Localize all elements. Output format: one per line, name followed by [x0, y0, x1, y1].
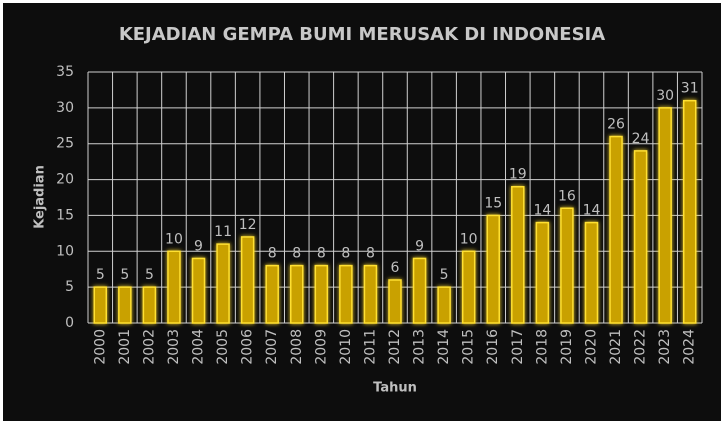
data-label: 24 — [632, 131, 650, 147]
data-label: 5 — [440, 267, 449, 283]
x-tick-label: 2021 — [608, 329, 624, 365]
data-label: 5 — [120, 267, 129, 283]
bar — [265, 264, 279, 324]
x-tick-label: 2022 — [633, 329, 649, 365]
x-tick-label: 2020 — [583, 329, 599, 365]
data-label: 30 — [656, 88, 674, 104]
data-label: 12 — [239, 217, 257, 233]
bar — [682, 99, 697, 324]
data-label: 14 — [533, 203, 551, 219]
chart-title: KEJADIAN GEMPA BUMI MERUSAK DI INDONESIA — [119, 24, 605, 45]
data-label: 8 — [268, 246, 277, 262]
bar — [142, 286, 157, 324]
data-label: 5 — [96, 267, 105, 283]
y-tick-label: 0 — [65, 315, 74, 331]
bar — [437, 286, 451, 324]
x-tick-label: 2011 — [362, 329, 378, 365]
x-axis-title: Tahun — [373, 381, 417, 396]
x-tick-label: 2015 — [461, 329, 477, 365]
x-tick-label: 2004 — [191, 329, 207, 365]
bar — [486, 214, 500, 324]
x-tick-label: 2002 — [141, 329, 157, 365]
x-tick-label: 2005 — [215, 329, 231, 365]
data-label: 10 — [460, 231, 478, 247]
data-label: 9 — [194, 238, 203, 254]
bar — [535, 221, 550, 324]
bar — [93, 286, 108, 324]
x-tick-label: 2001 — [117, 329, 133, 365]
x-tick-label: 2008 — [289, 329, 305, 365]
bar — [609, 135, 623, 324]
y-tick-label: 35 — [56, 64, 74, 80]
y-tick-label: 25 — [56, 136, 74, 152]
bar — [216, 243, 230, 324]
x-tick-label: 2016 — [485, 329, 501, 365]
data-label: 8 — [341, 246, 350, 262]
bar — [633, 150, 648, 324]
x-tick-label: 2003 — [166, 329, 182, 365]
data-label: 14 — [583, 203, 601, 219]
data-label: 10 — [165, 231, 183, 247]
bar — [363, 264, 378, 324]
bar — [412, 257, 427, 324]
bar — [584, 221, 599, 324]
y-tick-label: 5 — [65, 279, 74, 295]
bar — [290, 264, 304, 324]
x-tick-label: 2014 — [436, 329, 452, 365]
y-axis-title: Kejadian — [33, 165, 48, 229]
x-tick-label: 2017 — [510, 329, 526, 365]
y-tick-label: 30 — [56, 100, 74, 116]
bar — [314, 264, 329, 324]
data-label: 19 — [509, 167, 527, 183]
bar — [560, 207, 574, 324]
x-tick-label: 2007 — [264, 329, 280, 365]
data-label: 15 — [484, 195, 502, 211]
data-label: 5 — [145, 267, 154, 283]
bar — [388, 279, 402, 324]
bar — [511, 185, 525, 324]
data-label: 31 — [681, 81, 699, 97]
x-tick-label: 2013 — [412, 329, 428, 365]
bar — [167, 250, 181, 324]
data-label: 26 — [607, 117, 625, 133]
x-tick-label: 2009 — [313, 329, 329, 365]
x-tick-label: 2012 — [387, 329, 403, 365]
data-label: 8 — [366, 246, 375, 262]
bar — [461, 250, 476, 324]
bar — [658, 107, 672, 324]
data-label: 8 — [292, 246, 301, 262]
data-label: 11 — [214, 224, 232, 240]
bar — [240, 236, 255, 324]
x-tick-label: 2023 — [657, 329, 673, 365]
x-tick-label: 2019 — [559, 329, 575, 365]
x-tick-label: 2018 — [534, 329, 550, 365]
x-tick-label: 2024 — [682, 329, 698, 365]
y-tick-label: 15 — [56, 207, 74, 223]
x-tick-label: 2010 — [338, 329, 354, 365]
x-tick-label: 2000 — [92, 329, 108, 365]
bar — [191, 257, 206, 324]
chart-background — [3, 3, 721, 421]
x-tick-label: 2006 — [240, 329, 256, 365]
bar — [339, 264, 353, 324]
data-label: 8 — [317, 246, 326, 262]
y-tick-label: 20 — [56, 172, 74, 188]
bar — [118, 286, 132, 324]
data-label: 16 — [558, 188, 576, 204]
y-tick-label: 10 — [56, 243, 74, 259]
data-label: 9 — [415, 238, 424, 254]
data-label: 6 — [391, 260, 400, 276]
